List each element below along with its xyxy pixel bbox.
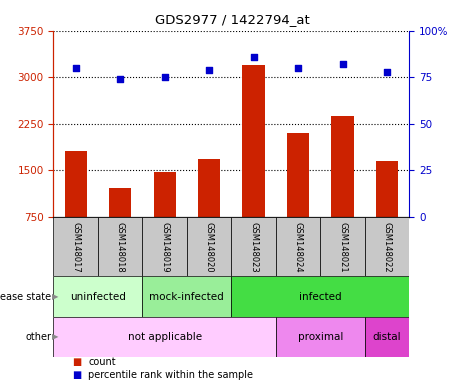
Text: GSM148023: GSM148023 bbox=[249, 222, 258, 273]
Bar bbox=[287, 133, 309, 263]
Text: GSM148024: GSM148024 bbox=[293, 222, 303, 272]
Point bbox=[339, 61, 346, 67]
Text: ▶: ▶ bbox=[52, 292, 59, 301]
Text: infected: infected bbox=[299, 291, 342, 302]
Bar bbox=[53, 217, 98, 276]
Bar bbox=[276, 217, 320, 276]
Text: not applicable: not applicable bbox=[127, 332, 202, 342]
Bar bbox=[332, 116, 353, 263]
Text: GSM148021: GSM148021 bbox=[338, 222, 347, 272]
Bar bbox=[198, 159, 220, 263]
Text: other: other bbox=[25, 332, 51, 342]
Text: mock-infected: mock-infected bbox=[149, 291, 224, 302]
Bar bbox=[365, 217, 409, 276]
Point bbox=[206, 67, 213, 73]
Point bbox=[72, 65, 80, 71]
Text: percentile rank within the sample: percentile rank within the sample bbox=[88, 370, 253, 380]
Text: GSM148020: GSM148020 bbox=[205, 222, 213, 272]
Bar bbox=[98, 217, 142, 276]
Point bbox=[294, 65, 302, 71]
Bar bbox=[109, 188, 131, 263]
Bar bbox=[65, 151, 87, 263]
Point bbox=[383, 69, 391, 75]
Text: ▶: ▶ bbox=[52, 333, 59, 341]
Text: ■: ■ bbox=[72, 357, 81, 367]
Text: GSM148019: GSM148019 bbox=[160, 222, 169, 272]
Text: count: count bbox=[88, 357, 116, 367]
Text: GDS2977 / 1422794_at: GDS2977 / 1422794_at bbox=[155, 13, 310, 26]
Bar bbox=[242, 65, 265, 263]
Bar bbox=[187, 217, 232, 276]
Point bbox=[116, 76, 124, 82]
Bar bbox=[320, 217, 365, 276]
Bar bbox=[142, 276, 231, 317]
Bar bbox=[232, 276, 409, 317]
Text: GSM148022: GSM148022 bbox=[383, 222, 392, 272]
Bar bbox=[142, 217, 187, 276]
Text: GSM148018: GSM148018 bbox=[116, 222, 125, 273]
Bar bbox=[365, 317, 409, 357]
Text: uninfected: uninfected bbox=[70, 291, 126, 302]
Point bbox=[250, 54, 257, 60]
Point bbox=[161, 74, 168, 80]
Text: distal: distal bbox=[372, 332, 401, 342]
Text: GSM148017: GSM148017 bbox=[71, 222, 80, 273]
Bar bbox=[376, 161, 398, 263]
Bar bbox=[53, 317, 276, 357]
Bar bbox=[276, 317, 365, 357]
Text: ■: ■ bbox=[72, 370, 81, 380]
Bar bbox=[232, 217, 276, 276]
Text: proximal: proximal bbox=[298, 332, 343, 342]
Bar bbox=[53, 276, 142, 317]
Bar bbox=[153, 172, 176, 263]
Text: disease state: disease state bbox=[0, 291, 51, 302]
